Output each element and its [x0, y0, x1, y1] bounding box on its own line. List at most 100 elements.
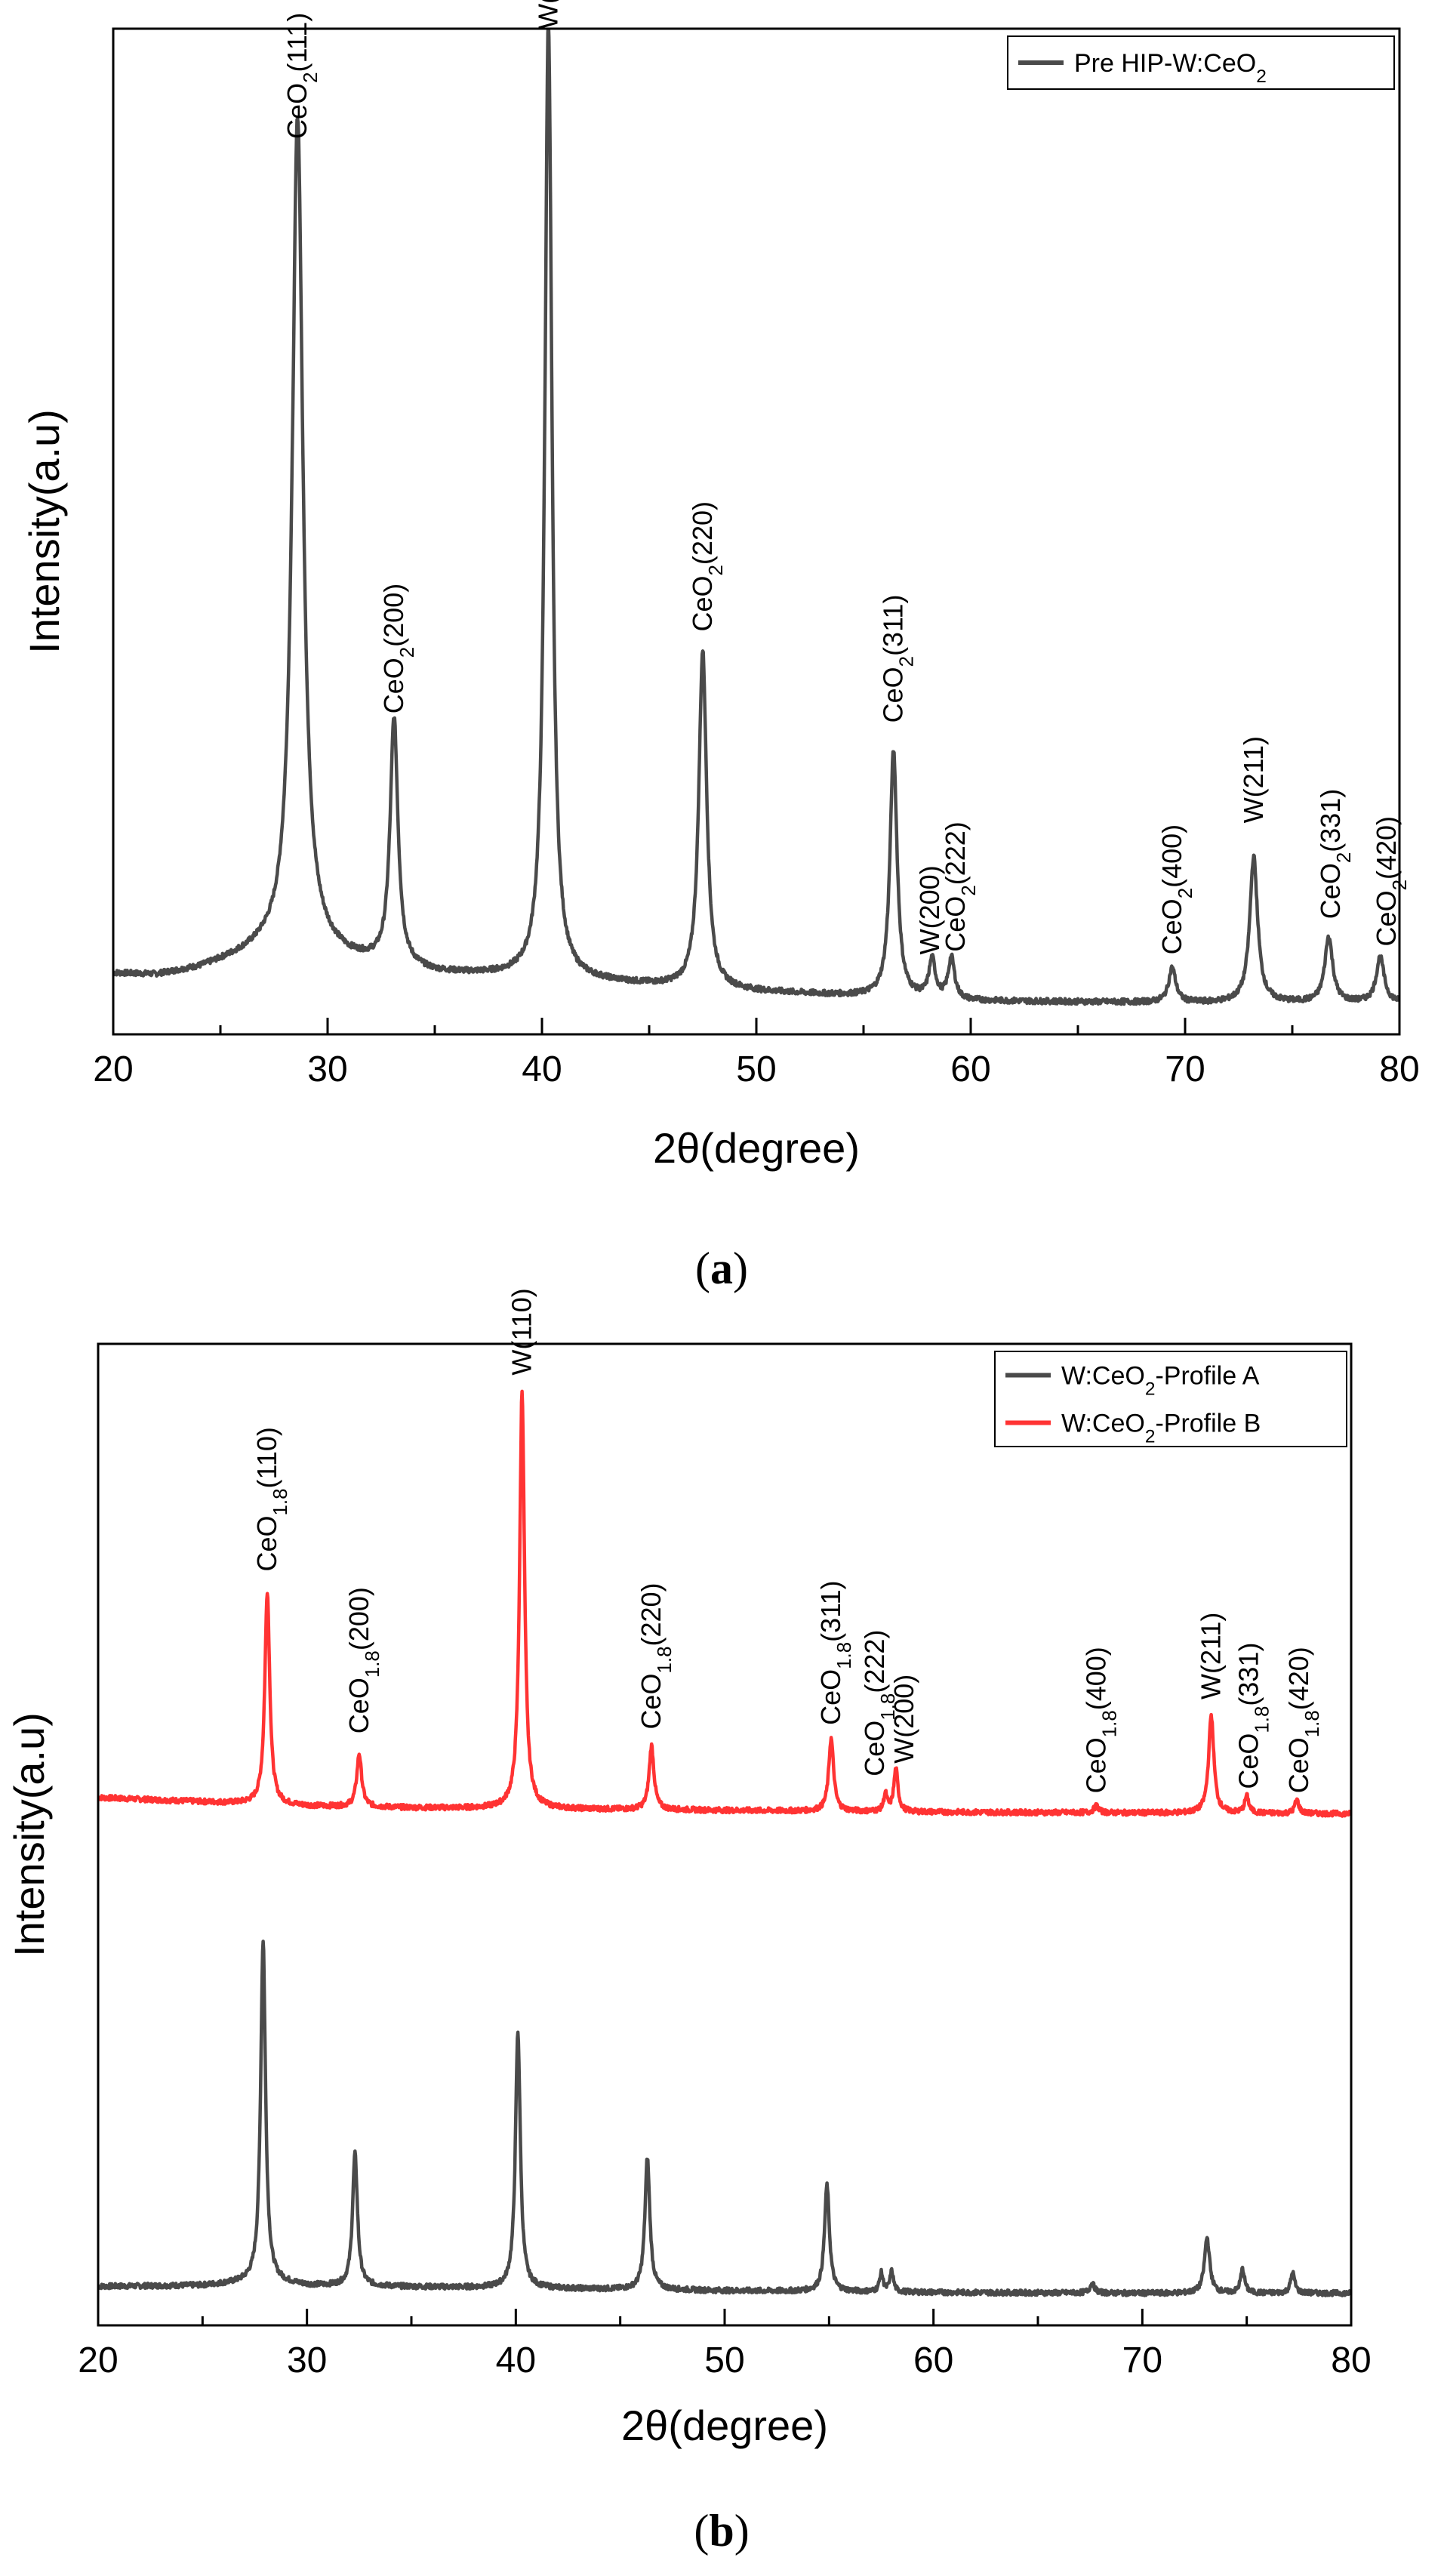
y-axis-title: Intensity(a.u) [20, 409, 68, 654]
peak-annotation-main: CeO [378, 658, 409, 713]
legend-label-sub: 2 [1145, 1379, 1156, 1399]
peak-annotation: CeO2(220) [687, 501, 727, 632]
peak-annotation-rest: (111) [282, 13, 313, 72]
peak-annotation-sub: 1.8 [1099, 1710, 1120, 1737]
legend-label-main: W:CeO [1061, 1362, 1145, 1391]
panel-label-close: ) [733, 1243, 748, 1293]
series-line-first [98, 1940, 1351, 2297]
x-axis-title: 2θ(degree) [653, 1124, 860, 1172]
x-tick-label: 40 [522, 1049, 562, 1089]
peak-annotation-main: CeO [1283, 1737, 1314, 1793]
x-tick-label: 30 [287, 2340, 327, 2380]
peak-annotation-main: CeO [636, 1674, 667, 1730]
x-tick-label: 20 [93, 1049, 133, 1089]
peak-annotation: W(110) [506, 1288, 537, 1375]
x-tick-label: 60 [913, 2340, 953, 2380]
panel-label-b: (b) [694, 2506, 749, 2556]
legend-box [994, 1351, 1347, 1447]
legend-label-main: W:CeO [1061, 1410, 1145, 1438]
x-tick-label: 70 [1122, 2340, 1162, 2380]
peak-annotation: CeO2(331) [1315, 789, 1355, 920]
peak-annotation-sub: 2 [959, 885, 980, 895]
peak-annotation: CeO1.8(311) [815, 1580, 855, 1724]
peak-annotation-main: W(200) [914, 865, 945, 954]
peak-annotation-main: W(211) [1196, 1613, 1227, 1699]
legend-label-main: Pre HIP-W:CeO [1074, 49, 1256, 78]
x-tick-label: 30 [307, 1049, 347, 1089]
x-tick-label: 80 [1331, 2340, 1371, 2380]
peak-annotation: CeO2(222) [940, 821, 980, 952]
panel-label-a: (a) [695, 1243, 748, 1293]
peak-annotation-sub: 2 [1334, 852, 1355, 863]
peak-annotation: CeO1.8(400) [1080, 1647, 1120, 1793]
peak-annotation: CeO1.8(110) [251, 1427, 291, 1571]
peak-annotation-main: CeO [1315, 863, 1346, 919]
legend-label-rest: -Profile B [1155, 1410, 1261, 1438]
peak-annotation-main: W(110) [506, 1288, 537, 1375]
y-axis-title: Intensity(a.u) [5, 1712, 53, 1957]
peak-annotation-main: CeO [878, 667, 909, 723]
peak-annotation-rest: (222) [859, 1630, 890, 1693]
series-line-first [113, 29, 1399, 1006]
panel-a: 20 30 40 50 60 70 80 2θ(degree) Intensity(a.u) Ce… [20, 0, 1420, 1172]
legend-label-sub: 2 [1256, 66, 1267, 87]
peak-annotation: W(200) [888, 1675, 919, 1764]
peak-annotation: CeO1.8(331) [1233, 1643, 1273, 1789]
x-tick-label: 40 [496, 2340, 536, 2380]
peak-annotation-main: CeO [940, 896, 971, 952]
peak-annotation-sub: 2 [706, 565, 727, 575]
peak-annotation-sub: 1.8 [834, 1642, 855, 1669]
x-tick-label: 20 [78, 2340, 118, 2380]
legend-label: W:CeO2-Profile B [1061, 1410, 1261, 1447]
peak-annotation: W(110) [533, 0, 564, 29]
peak-annotation-sub: 1.8 [362, 1650, 383, 1678]
panel-label-letter: a [710, 1243, 733, 1293]
peak-annotation: W(200) [914, 865, 945, 954]
peak-annotation: W(211) [1238, 736, 1269, 823]
panel-label-open: ( [694, 2506, 709, 2556]
peak-annotation-sub: 1.8 [1302, 1710, 1323, 1737]
peak-annotation-sub: 2 [1175, 888, 1196, 898]
panel-label-close: ) [734, 2506, 750, 2556]
series-line-second [98, 1389, 1351, 1818]
peak-annotation-rest: (400) [1156, 824, 1187, 888]
peak-annotation-rest: (311) [878, 595, 909, 656]
peak-annotation-rest: (331) [1315, 789, 1346, 852]
peak-annotation: CeO2(311) [878, 595, 918, 723]
peak-annotation-main: CeO [282, 83, 313, 139]
peak-annotation-rest: (200) [343, 1587, 374, 1650]
peak-annotation-sub: 1.8 [878, 1693, 899, 1721]
peak-annotation-main: CeO [1371, 890, 1402, 946]
panel-label-open: ( [695, 1243, 710, 1293]
peak-annotation-main: CeO [343, 1678, 374, 1733]
peak-annotation-rest: (200) [378, 584, 409, 647]
peak-annotation-main: CeO [687, 575, 718, 631]
peak-annotation-main: W(200) [888, 1675, 919, 1764]
peak-annotation-main: CeO [859, 1721, 890, 1776]
legend-label-sub: 2 [1145, 1426, 1156, 1447]
peak-annotation-main: W(211) [1238, 736, 1269, 823]
legend-label: Pre HIP-W:CeO2 [1074, 49, 1267, 87]
legend-box [1007, 35, 1395, 90]
peak-annotation-sub: 1.8 [654, 1647, 676, 1674]
peak-annotation: W(211) [1196, 1613, 1227, 1699]
peak-annotation-sub: 2 [1390, 880, 1411, 890]
x-tick-label: 50 [736, 1049, 776, 1089]
x-axis-title: 2θ(degree) [621, 2402, 828, 2449]
peak-annotation-rest: (420) [1283, 1647, 1314, 1710]
peak-annotation-rest: (220) [687, 501, 718, 565]
peak-annotation-sub: 1.8 [270, 1488, 291, 1515]
peak-annotation-rest: (311) [815, 1580, 846, 1641]
peak-annotation-main: CeO [815, 1669, 846, 1725]
peak-annotation-rest: (222) [940, 821, 971, 885]
peak-annotation-rest: (420) [1371, 816, 1402, 880]
peak-annotation: CeO2(111) [282, 13, 322, 139]
peak-annotation-sub: 2 [300, 72, 322, 82]
peak-annotation-rest: (331) [1233, 1643, 1264, 1706]
x-tick-label: 50 [704, 2340, 744, 2380]
peak-annotation: CeO1.8(220) [636, 1582, 676, 1729]
peak-annotation-main: CeO [1080, 1737, 1111, 1793]
peak-annotation-main: CeO [1156, 898, 1187, 954]
peak-annotation-sub: 2 [897, 656, 918, 667]
